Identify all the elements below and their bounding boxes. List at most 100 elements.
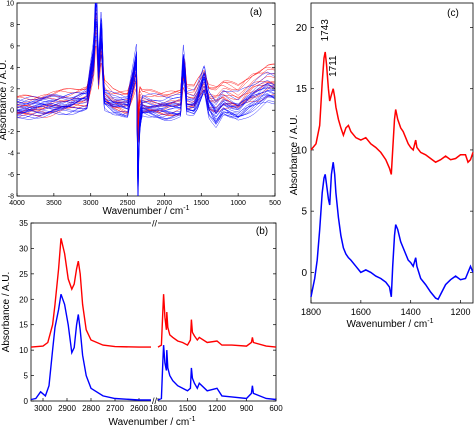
panel-b-y-axis-label: Absorbance / A.U. [1,272,12,353]
panel-b-y-tick-label: 25 [19,270,28,279]
panel-a-x-tick-label: 1000 [230,200,246,207]
panel-a-x-tick-label: 4000 [9,200,25,207]
panel-b-y-tick-label: 0 [24,397,29,406]
panel-c-x-tick-label: 1800 [301,307,321,317]
panel-a-spectrum-0000ff-14 [17,18,275,194]
panel-c-annotations: 1743 1711 [320,19,339,77]
panel-a-y-tick-label: 4 [10,65,14,72]
panel-b-label: (b) [256,226,268,237]
panel-b-x-tick-label: 600 [269,404,283,413]
panel-b-y-tick-label: 20 [19,295,28,304]
panel-b-x-axis-label: Wavenumber / cm-1 [109,416,196,428]
panel-a-x-ticks: 4000 3500 3000 2500 2000 1500 1000 500 [9,193,281,207]
panel-b-y-tick-label: 10 [19,346,28,355]
panel-b-x-tick-label: 2900 [58,404,76,413]
panel-c-y-tick-label: 5 [301,207,307,218]
panel-c-peak-label: 1743 [320,19,331,42]
panel-a-y-tick-label: 8 [10,22,14,29]
panel-a-spectrum-0000ff-16 [17,3,275,187]
panel-c-series-0 [310,51,474,175]
panel-a-y-tick-label: 0 [10,108,14,115]
panel-c-y-tick-label: 0 [301,268,307,279]
panel-b-series [30,238,277,401]
panel-a-spectrum-0000ff-10 [17,20,275,175]
panel-a-spectrum-ff0000-11 [17,8,275,119]
panel-c-y-axis-label: Absorbance / A.U. [289,115,300,196]
panel-b-x-tick-label: 2800 [82,404,100,413]
panel-a-y-tick-label: 10 [6,1,14,8]
panel-b-y-tick-label: 35 [19,219,28,228]
panel-a-x-tick-label: 3000 [83,200,99,207]
panel-c: (c) 0 5 10 15 20 1800 1600 1400 1200 Absorbance… [289,2,474,330]
panel-b-x-tick-label: 2700 [106,404,124,413]
panel-c-label: (c) [447,8,459,19]
panel-a-series [17,3,275,196]
panel-b-x-tick-label: 3000 [34,404,52,413]
panel-a-spectrum-0000ff-11 [17,3,275,193]
panel-a-frame [16,2,276,197]
panel-b-series-1-segment-0 [30,293,151,401]
panel-a-spectrum-ff0000-10 [17,13,275,118]
panel-b-x-tick-label: 900 [240,404,254,413]
panel-b-break-gap-bottom [151,398,158,403]
panel-b-x-axis-label-text: Wavenumber / cm [109,417,190,428]
panel-a-x-tick-label: 1500 [193,200,209,207]
panel-a-spectrum-0000ff-21 [17,21,275,191]
panel-a-spectrum-0000ff-19 [17,5,275,196]
panel-c-y-ticks: 0 5 10 15 20 [296,23,473,279]
panel-a-spectrum-0000ff-9 [17,12,275,173]
panel-b-break-gap-top [151,221,158,226]
panel-a-spectrum-ff0000-8 [17,45,275,137]
panel-a-spectrum-ff0000-13 [17,22,275,143]
panel-a-y-tick-label: -8 [8,194,14,201]
panel-a-label: (a) [250,7,262,18]
panel-c-series-1 [310,162,474,301]
panel-a-x-tick-label: 2500 [120,200,136,207]
panel-b-break-mark-bottom: // [152,396,158,406]
panel-a-spectrum-0000ff-12 [17,35,275,181]
panel-a-x-tick-label: 2000 [157,200,173,207]
panel-a: (a) -8 -6 -4 -2 0 2 4 6 8 10 4000 3500 3000 2500 2000… [0,1,281,218]
panel-b: (b) // // 0 5 10 15 20 25 30 35 3000 2900 2800 270… [1,219,283,429]
panel-c-x-tick-label: 1400 [401,307,421,317]
panel-c-x-axis-label-sup: -1 [427,318,433,325]
panel-c-y-tick-label: 15 [296,84,308,95]
panel-b-x-tick-label: 2600 [130,404,148,413]
panel-a-spectrum-0000ff-20 [17,4,275,196]
panel-b-x-ticks: 3000 2900 2800 2700 2600 1800 1500 1200 900 600 [34,398,283,413]
panel-a-x-tick-label: 500 [269,200,281,207]
panel-b-break-mark-top: // [152,219,158,229]
panel-a-spectrum-ff0000-3 [17,15,275,141]
panel-a-spectrum-ff0000-7 [17,23,275,127]
panel-a-y-tick-label: -4 [8,151,14,158]
panel-b-y-tick-label: 5 [24,372,29,381]
panel-b-y-ticks: 0 5 10 15 20 25 30 35 [19,219,276,406]
panel-a-spectrum-0000ff-13 [17,12,275,179]
panel-a-spectrum-ff0000-4 [17,24,275,117]
panel-c-y-tick-label: 20 [296,23,308,34]
panel-b-series-0-segment-0 [30,238,151,348]
panel-a-lines [17,3,275,196]
panel-c-x-tick-label: 1600 [351,307,371,317]
panel-c-series [310,51,474,301]
panel-b-frame [30,222,277,402]
panel-c-peak-label: 1711 [328,55,339,77]
panel-a-spectrum-0000ff-0 [17,3,275,177]
panel-c-x-tick-label: 1200 [451,307,471,317]
panel-c-x-ticks: 1800 1600 1400 1200 [301,300,471,317]
panel-b-series-0-segment-1 [157,294,277,348]
panel-a-x-axis-label-text: Wavenumber / cm [103,206,184,217]
panel-b-x-tick-label: 1200 [208,404,226,413]
panel-a-y-axis-label: Absorbance / A.U. [0,60,9,141]
panel-a-x-tick-label: 3500 [46,200,62,207]
panel-b-series-1-segment-1 [157,345,277,401]
panel-c-y-tick-label: 10 [296,145,308,156]
panel-a-spectrum-0000ff-15 [17,3,275,187]
panel-a-x-axis-label-sup: -1 [183,205,189,212]
panel-a-spectrum-ff0000-0 [17,17,275,135]
panel-a-spectrum-ff0000-12 [17,29,275,143]
panel-a-y-tick-label: 2 [10,86,14,93]
panel-b-x-tick-label: 1800 [149,404,167,413]
panel-b-y-tick-label: 30 [19,244,28,253]
panel-b-x-axis-label-sup: -1 [189,416,195,423]
